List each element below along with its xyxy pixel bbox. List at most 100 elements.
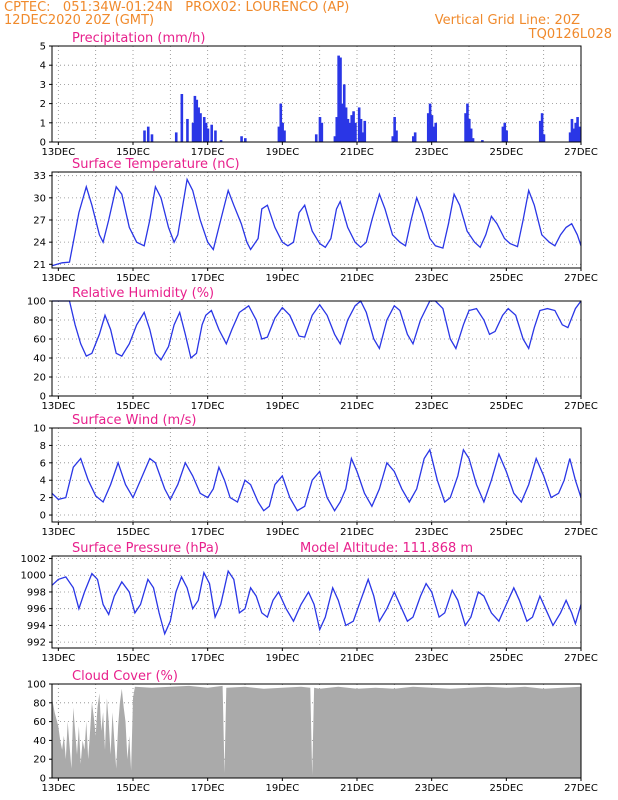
precip-bar	[348, 122, 352, 142]
precip-bar	[464, 113, 467, 142]
y-tick-label: 0	[40, 138, 46, 149]
precip-bar	[570, 118, 574, 142]
panel-title: Surface Wind (m/s)	[72, 413, 196, 428]
panel-title: Relative Humidity (%)	[72, 286, 214, 301]
precip-bar	[346, 118, 350, 142]
x-tick-label: 13DEC	[41, 783, 75, 794]
x-tick-label: 23DEC	[415, 401, 449, 412]
x-tick-label: 13DEC	[41, 527, 75, 538]
y-tick-label: 21	[33, 260, 46, 271]
y-tick-label: 80	[33, 316, 46, 327]
y-tick-label: 100	[27, 680, 46, 691]
precip-bar	[428, 103, 432, 142]
x-tick-label: 17DEC	[191, 653, 225, 664]
precip-bar	[240, 136, 243, 142]
precip-bar	[320, 122, 324, 142]
y-tick-label: 100	[27, 297, 46, 308]
precip-bar	[361, 132, 365, 142]
precip-bar	[350, 115, 354, 142]
precip-bar	[186, 118, 189, 142]
humidity-line	[52, 299, 582, 362]
y-tick-label: 992	[27, 638, 46, 649]
y-tick-label: 1002	[21, 554, 46, 565]
precip-bar	[283, 130, 286, 142]
precip-bar	[391, 136, 395, 142]
precip-bar	[432, 126, 436, 142]
x-tick-label: 27DEC	[564, 653, 598, 664]
precip-bar	[244, 138, 247, 142]
header-station-line: CPTEC: 051:34W-01:24N PROX02: LOURENCO (…	[4, 0, 350, 15]
x-tick-label: 25DEC	[489, 147, 523, 158]
precip-bar	[542, 134, 546, 142]
x-tick-label: 15DEC	[116, 527, 150, 538]
x-tick-label: 23DEC	[415, 147, 449, 158]
header-model-code: TQ0126L028	[528, 27, 612, 42]
precip-bar	[150, 134, 154, 142]
precip-bar	[413, 132, 417, 142]
y-tick-label: 10	[33, 424, 46, 435]
y-tick-label: 20	[33, 755, 46, 766]
y-tick-label: 8	[40, 441, 46, 452]
x-tick-label: 13DEC	[41, 147, 75, 158]
x-tick-label: 17DEC	[191, 783, 225, 794]
precip-bar	[505, 130, 508, 142]
y-tick-label: 60	[33, 717, 46, 728]
precip-bar	[568, 132, 572, 142]
x-tick-label: 17DEC	[191, 273, 225, 284]
precip-bar	[359, 118, 363, 142]
x-tick-label: 27DEC	[564, 527, 598, 538]
x-tick-label: 17DEC	[191, 401, 225, 412]
precip-bar	[540, 113, 544, 142]
precip-bar	[143, 130, 146, 142]
panel-title: Cloud Cover (%)	[72, 669, 178, 684]
precip-bar	[204, 122, 208, 142]
y-tick-label: 1000	[21, 571, 46, 582]
precip-bar	[339, 57, 342, 142]
panel-title: Surface Temperature (nC)	[72, 157, 240, 172]
y-tick-label: 33	[33, 171, 46, 182]
x-tick-label: 23DEC	[415, 273, 449, 284]
x-tick-label: 21DEC	[340, 273, 374, 284]
precip-bar	[503, 122, 507, 142]
panel-frame	[51, 683, 582, 779]
precip-bar	[357, 107, 361, 142]
precip-bar	[393, 117, 396, 142]
x-tick-label: 21DEC	[340, 147, 374, 158]
x-tick-label: 17DEC	[191, 527, 225, 538]
x-tick-label: 19DEC	[265, 401, 299, 412]
x-tick-label: 17DEC	[191, 147, 225, 158]
x-tick-label: 15DEC	[116, 273, 150, 284]
y-tick-label: 27	[33, 216, 46, 227]
y-tick-label: 60	[33, 335, 46, 346]
x-tick-label: 25DEC	[489, 783, 523, 794]
panel-frame	[51, 300, 582, 397]
precip-bar	[572, 128, 576, 142]
precip-bar	[395, 130, 398, 142]
x-tick-label: 19DEC	[265, 783, 299, 794]
x-tick-label: 25DEC	[489, 653, 523, 664]
precip-bar	[426, 113, 430, 142]
precip-bar	[206, 128, 210, 142]
precip-bar	[430, 115, 434, 142]
model-altitude-annotation: Model Altitude: 111.868 m	[300, 541, 473, 556]
x-tick-label: 23DEC	[415, 653, 449, 664]
y-tick-label: 80	[33, 698, 46, 709]
x-tick-label: 15DEC	[116, 147, 150, 158]
x-tick-label: 21DEC	[340, 401, 374, 412]
panel-title: Surface Pressure (hPa)	[72, 541, 219, 556]
x-tick-label: 13DEC	[41, 273, 75, 284]
precip-bar	[314, 134, 318, 142]
precip-bar	[352, 111, 355, 142]
precip-bar	[341, 103, 344, 142]
pressure-line	[51, 569, 582, 636]
header-grid-line-note: Vertical Grid Line: 20Z	[434, 13, 580, 28]
precip-bar	[219, 140, 223, 142]
y-tick-label: 2	[40, 493, 46, 504]
precip-bar	[333, 136, 337, 142]
header-date-line: 12DEC2020 20Z (GMT)	[4, 13, 155, 28]
x-tick-label: 25DEC	[489, 273, 523, 284]
precip-bar	[279, 103, 283, 142]
x-tick-label: 15DEC	[116, 401, 150, 412]
precip-bar	[281, 122, 284, 142]
x-tick-label: 21DEC	[340, 527, 374, 538]
